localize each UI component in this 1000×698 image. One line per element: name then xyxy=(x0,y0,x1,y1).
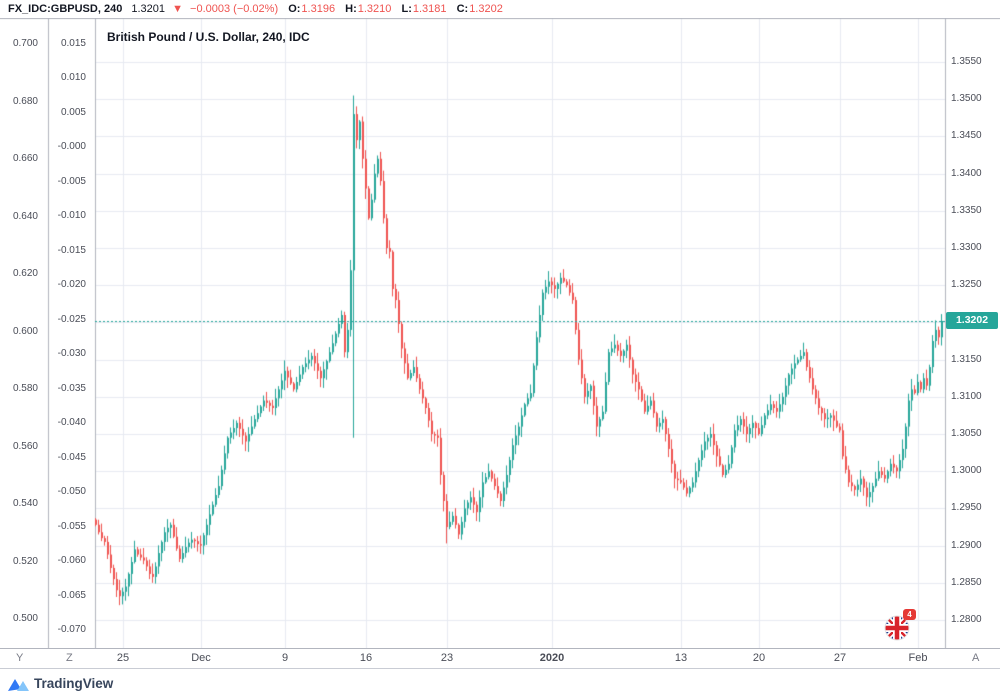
last-price: 1.3201 xyxy=(131,3,166,15)
symbol-info-bar: FX_IDC:GBPUSD, 240 1.3201 ▼ −0.0003 (−0.… xyxy=(0,0,1000,18)
left-outer-axis-label: 0.640 xyxy=(12,210,38,222)
left-inner-axis-label: -0.035 xyxy=(57,382,86,394)
left-outer-axis-label: 0.500 xyxy=(12,613,38,624)
ohlc-high-label: H: xyxy=(345,3,357,15)
left-inner-axis-label: -0.000 xyxy=(57,141,86,153)
time-axis-label: 23 xyxy=(440,652,454,664)
ohlc-close-value: 1.3202 xyxy=(469,3,503,15)
right-axis-label: 1.3100 xyxy=(951,390,982,402)
right-axis-label: 1.3150 xyxy=(951,353,982,365)
left-outer-axis-label: 0.580 xyxy=(12,383,38,394)
left-outer-axis-label: 0.660 xyxy=(12,153,38,164)
right-axis-label: 1.2950 xyxy=(951,502,982,514)
left-inner-axis-label: -0.010 xyxy=(57,210,86,222)
left-inner-axis-label: -0.070 xyxy=(57,623,86,635)
ohlc-close-label: C: xyxy=(456,3,469,15)
left-inner-axis-label: -0.015 xyxy=(57,244,86,256)
left-outer-axis-label: 0.560 xyxy=(12,440,38,452)
ohlc-high-value: 1.3210 xyxy=(357,3,392,15)
right-axis-label: 1.3250 xyxy=(951,279,982,291)
time-axis-label: 27 xyxy=(833,652,847,664)
change-direction-icon: ▼ xyxy=(172,3,183,15)
scale-toggle-a-button[interactable]: A xyxy=(972,652,980,664)
time-axis-label: Feb xyxy=(908,652,928,664)
right-axis-label: 1.3400 xyxy=(951,167,982,179)
ohlc-low-value: 1.3181 xyxy=(412,3,447,15)
left-inner-axis-label: -0.060 xyxy=(57,555,86,567)
right-axis-label: 1.3050 xyxy=(951,428,982,440)
right-axis-label: 1.3000 xyxy=(951,465,982,477)
right-axis-label: 1.3350 xyxy=(951,204,982,216)
left-inner-axis-label: -0.055 xyxy=(57,520,86,532)
price-change: −0.0003 (−0.02%) xyxy=(190,3,279,15)
left-inner-axis-label: -0.040 xyxy=(57,417,86,429)
chart-legend-title[interactable]: British Pound / U.S. Dollar, 240, IDC xyxy=(107,30,310,44)
right-axis-label: 1.3300 xyxy=(951,242,982,254)
scale-toggle-y-button[interactable]: Y xyxy=(16,652,24,664)
chart-region: 0.700 0.680 0.660 0.640 0.620 0.600 0.580 0.560… xyxy=(0,18,1000,648)
left-inner-axis-label: -0.030 xyxy=(57,348,86,360)
left-inner-axis-label: -0.025 xyxy=(57,313,86,325)
time-axis[interactable]: Y Z A 25 Dec 9 16 23 2020 13 20 27 Feb xyxy=(0,648,1000,668)
left-inner-axis-label: 0.010 xyxy=(60,72,86,84)
candlestick-chart-canvas[interactable] xyxy=(0,18,1000,648)
left-outer-axis-label: 0.540 xyxy=(12,498,38,509)
left-inner-axis-label: 0.005 xyxy=(60,106,86,118)
left-inner-axis-label: -0.045 xyxy=(57,451,86,463)
left-inner-axis-label: -0.005 xyxy=(57,175,86,187)
left-inner-axis-label: 0.015 xyxy=(60,38,86,49)
right-axis-label: 1.3550 xyxy=(951,56,982,68)
left-outer-axis-label: 0.680 xyxy=(12,95,38,107)
ohlc-open-label: O: xyxy=(288,3,301,15)
tradingview-logo-icon[interactable] xyxy=(8,676,32,697)
time-axis-label: 20 xyxy=(752,652,766,664)
ideas-count-badge[interactable]: 4 xyxy=(903,609,916,620)
scale-toggle-z-button[interactable]: Z xyxy=(66,652,73,664)
time-axis-label: 9 xyxy=(281,652,289,664)
right-axis-label: 1.2850 xyxy=(951,576,982,588)
tradingview-brand-text[interactable]: TradingView xyxy=(34,676,114,691)
ohlc-open-value: 1.3196 xyxy=(301,3,336,15)
left-outer-axis-label: 0.620 xyxy=(12,268,38,279)
footer-bar: TradingView xyxy=(0,668,1000,698)
right-axis-label: 1.2900 xyxy=(951,539,982,551)
left-inner-axis-label: -0.050 xyxy=(57,486,86,498)
left-outer-axis-label: 0.520 xyxy=(12,555,38,567)
right-axis-label: 1.3450 xyxy=(951,130,982,142)
time-axis-label: 25 xyxy=(116,652,130,664)
right-axis-label: 1.2800 xyxy=(951,614,982,626)
time-axis-label: 13 xyxy=(674,652,688,664)
time-axis-label: 2020 xyxy=(539,652,565,664)
left-inner-axis-label: -0.065 xyxy=(57,589,86,601)
time-axis-label: Dec xyxy=(191,652,211,664)
left-outer-axis-label: 0.700 xyxy=(12,38,38,49)
right-axis-label: 1.3500 xyxy=(951,93,982,105)
left-outer-axis-label: 0.600 xyxy=(12,325,38,337)
current-price-tag: 1.3202 xyxy=(946,312,998,329)
time-axis-label: 16 xyxy=(359,652,373,664)
left-inner-axis-label: -0.020 xyxy=(57,279,86,291)
ohlc-low-label: L: xyxy=(401,3,412,15)
symbol-name[interactable]: FX_IDC:GBPUSD, 240 xyxy=(8,3,123,15)
